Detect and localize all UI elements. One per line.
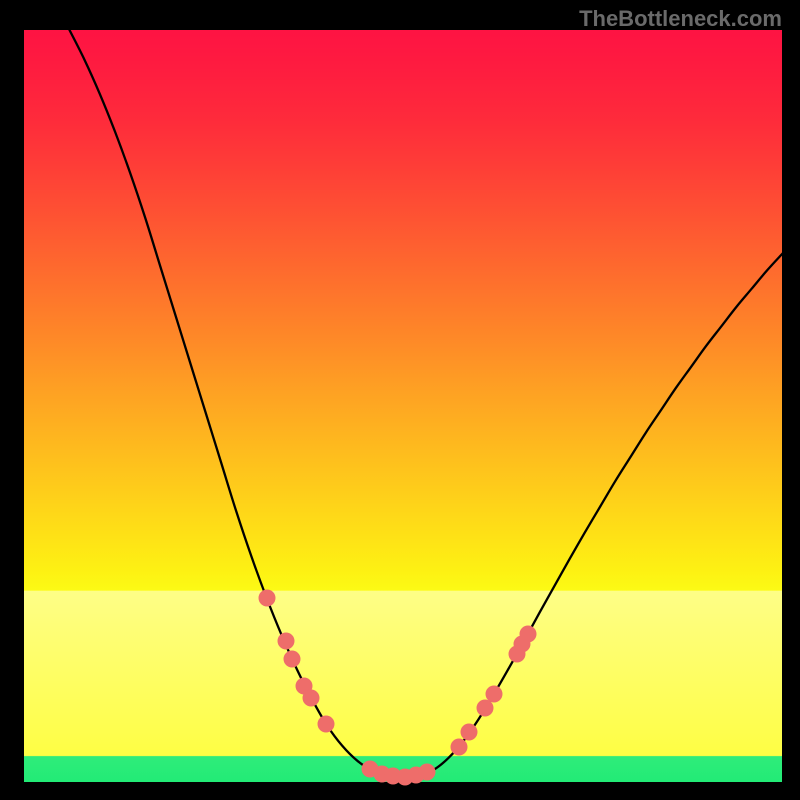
marker-point <box>283 651 300 668</box>
marker-point <box>520 625 537 642</box>
chart-container: TheBottleneck.com <box>0 0 800 800</box>
marker-point <box>476 700 493 717</box>
marker-point <box>451 739 468 756</box>
marker-point <box>277 633 294 650</box>
marker-point <box>258 589 275 606</box>
markers-layer <box>24 30 782 782</box>
plot-area <box>24 30 782 782</box>
marker-point <box>303 689 320 706</box>
marker-point <box>485 686 502 703</box>
marker-point <box>419 764 436 781</box>
watermark-text: TheBottleneck.com <box>579 6 782 32</box>
marker-point <box>318 716 335 733</box>
marker-point <box>460 724 477 741</box>
